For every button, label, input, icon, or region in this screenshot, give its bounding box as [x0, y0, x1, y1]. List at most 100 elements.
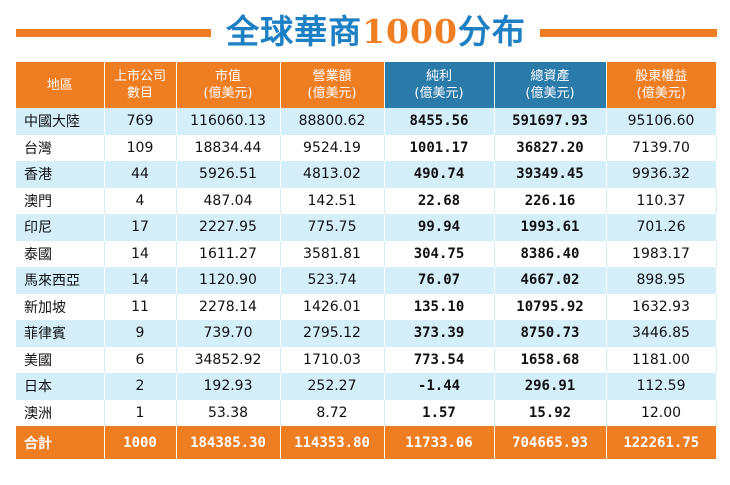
cell-equity: 110.37	[606, 187, 717, 214]
column-header-unit: (億美元)	[307, 86, 357, 101]
column-header-label: 總資產	[530, 69, 570, 84]
cell-market-cap: 487.04	[176, 187, 281, 214]
column-header-label: 純利	[425, 69, 452, 84]
table-row: 中國大陸 769 116060.13 88800.62 8455.56 591697.93…	[16, 108, 717, 135]
column-header-revenue: 營業額 (億美元)	[280, 62, 385, 108]
column-header-total-assets: 總資產 (億美元)	[494, 62, 607, 108]
cell-net-profit: 373.39	[384, 320, 495, 347]
table-row: 台灣 109 18834.44 9524.19 1001.17 36827.20 7139.…	[16, 134, 717, 161]
cell-market-cap: 739.70	[176, 320, 281, 347]
cell-market-cap: 192.93	[176, 373, 281, 400]
header-row: 地區 上市公司 數目 市值 (億美元) 營業額 (億美元) 純利 (億美元) 總資產 (億美元) 股東…	[16, 62, 716, 108]
cell-revenue: 88800.62	[280, 108, 385, 135]
table-row: 香港 44 5926.51 4813.02 490.74 39349.45 9936.32	[16, 161, 717, 188]
cell-market-cap: 53.38	[176, 399, 281, 426]
cell-equity: 1181.00	[606, 346, 717, 373]
cell-market-cap: 5926.51	[176, 161, 281, 188]
cell-total-assets: 226.16	[494, 187, 607, 214]
cell-net-profit: 99.94	[384, 214, 495, 241]
cell-revenue: 4813.02	[280, 161, 385, 188]
cell-revenue: 142.51	[280, 187, 385, 214]
cell-net-profit: -1.44	[384, 373, 495, 400]
cell-equity: 1983.17	[606, 240, 717, 267]
cell-equity: 12.00	[606, 399, 717, 426]
cell-equity: 112.59	[606, 373, 717, 400]
title-text-chinese: 全球華商	[226, 12, 363, 51]
cell-net-profit: 304.75	[384, 240, 495, 267]
cell-revenue: 9524.19	[280, 134, 385, 161]
table-row: 澳門 4 487.04 142.51 22.68 226.16 110.37	[16, 187, 717, 214]
cell-total-assets: 36827.20	[494, 134, 607, 161]
cell-region: 印尼	[16, 214, 105, 241]
table-row: 馬來西亞 14 1120.90 523.74 76.07 4667.02 898.95	[16, 267, 717, 294]
cell-equity: 95106.60	[606, 108, 717, 135]
cell-market-cap: 1611.27	[176, 240, 281, 267]
data-table: 地區 上市公司 數目 市值 (億美元) 營業額 (億美元) 純利 (億美元) 總資產 (億美元) 股東…	[16, 62, 717, 459]
cell-listed-count: 14	[104, 267, 177, 294]
table-row: 澳洲 1 53.38 8.72 1.57 15.92 12.00	[16, 399, 717, 426]
cell-revenue: 3581.81	[280, 240, 385, 267]
cell-region: 台灣	[16, 134, 105, 161]
table-row: 美國 6 34852.92 1710.03 773.54 1658.68 1181.00	[16, 346, 717, 373]
cell-market-cap: 34852.92	[176, 346, 281, 373]
total-cell-net-profit: 11733.06	[384, 426, 495, 459]
cell-revenue: 523.74	[280, 267, 385, 294]
total-cell-revenue: 114353.80	[280, 426, 385, 459]
table-row: 日本 2 192.93 252.27 -1.44 296.91 112.59	[16, 373, 717, 400]
table-row: 泰國 14 1611.27 3581.81 304.75 8386.40 1983.17	[16, 240, 717, 267]
total-cell-region: 合計	[16, 426, 105, 459]
cell-total-assets: 1993.61	[494, 214, 607, 241]
column-header-label: 營業額	[312, 69, 352, 84]
cell-listed-count: 4	[104, 187, 177, 214]
column-header-unit: 數目	[126, 86, 153, 101]
cell-net-profit: 8455.56	[384, 108, 495, 135]
column-header-unit: (億美元)	[525, 86, 575, 101]
title-row: 全球華商1000分布	[0, 0, 730, 62]
table-row: 菲律賓 9 739.70 2795.12 373.39 8750.73 3446.85	[16, 320, 717, 347]
cell-total-assets: 591697.93	[494, 108, 607, 135]
title-text-tail: 分布	[457, 12, 526, 51]
cell-net-profit: 135.10	[384, 293, 495, 320]
column-header-listed-count: 上市公司 數目	[104, 62, 177, 108]
cell-net-profit: 1.57	[384, 399, 495, 426]
cell-listed-count: 109	[104, 134, 177, 161]
cell-region: 日本	[16, 373, 105, 400]
page-title: 全球華商1000分布	[212, 8, 540, 56]
total-cell-listed-count: 1000	[104, 426, 177, 459]
column-header-label: 市值	[214, 69, 241, 84]
cell-market-cap: 2278.14	[176, 293, 281, 320]
cell-net-profit: 76.07	[384, 267, 495, 294]
column-header-unit: (億美元)	[636, 86, 686, 101]
column-header-net-profit: 純利 (億美元)	[384, 62, 495, 108]
cell-region: 泰國	[16, 240, 105, 267]
cell-total-assets: 8750.73	[494, 320, 607, 347]
cell-listed-count: 2	[104, 373, 177, 400]
cell-region: 菲律賓	[16, 320, 105, 347]
cell-total-assets: 39349.45	[494, 161, 607, 188]
cell-listed-count: 14	[104, 240, 177, 267]
cell-region: 美國	[16, 346, 105, 373]
title-bar-right	[540, 29, 717, 37]
cell-region: 新加坡	[16, 293, 105, 320]
cell-revenue: 8.72	[280, 399, 385, 426]
cell-region: 澳洲	[16, 399, 105, 426]
cell-equity: 7139.70	[606, 134, 717, 161]
column-header-label: 上市公司	[113, 69, 166, 84]
title-bar-left	[16, 29, 211, 37]
column-header-unit: (億美元)	[203, 86, 253, 101]
cell-listed-count: 9	[104, 320, 177, 347]
cell-net-profit: 22.68	[384, 187, 495, 214]
cell-equity: 701.26	[606, 214, 717, 241]
cell-revenue: 1710.03	[280, 346, 385, 373]
cell-equity: 898.95	[606, 267, 717, 294]
cell-total-assets: 296.91	[494, 373, 607, 400]
column-header-unit: (億美元)	[414, 86, 464, 101]
cell-region: 澳門	[16, 187, 105, 214]
cell-net-profit: 490.74	[384, 161, 495, 188]
cell-revenue: 775.75	[280, 214, 385, 241]
cell-total-assets: 1658.68	[494, 346, 607, 373]
column-header-label: 股東權益	[635, 69, 688, 84]
total-cell-equity: 122261.75	[606, 426, 716, 459]
cell-listed-count: 44	[104, 161, 177, 188]
